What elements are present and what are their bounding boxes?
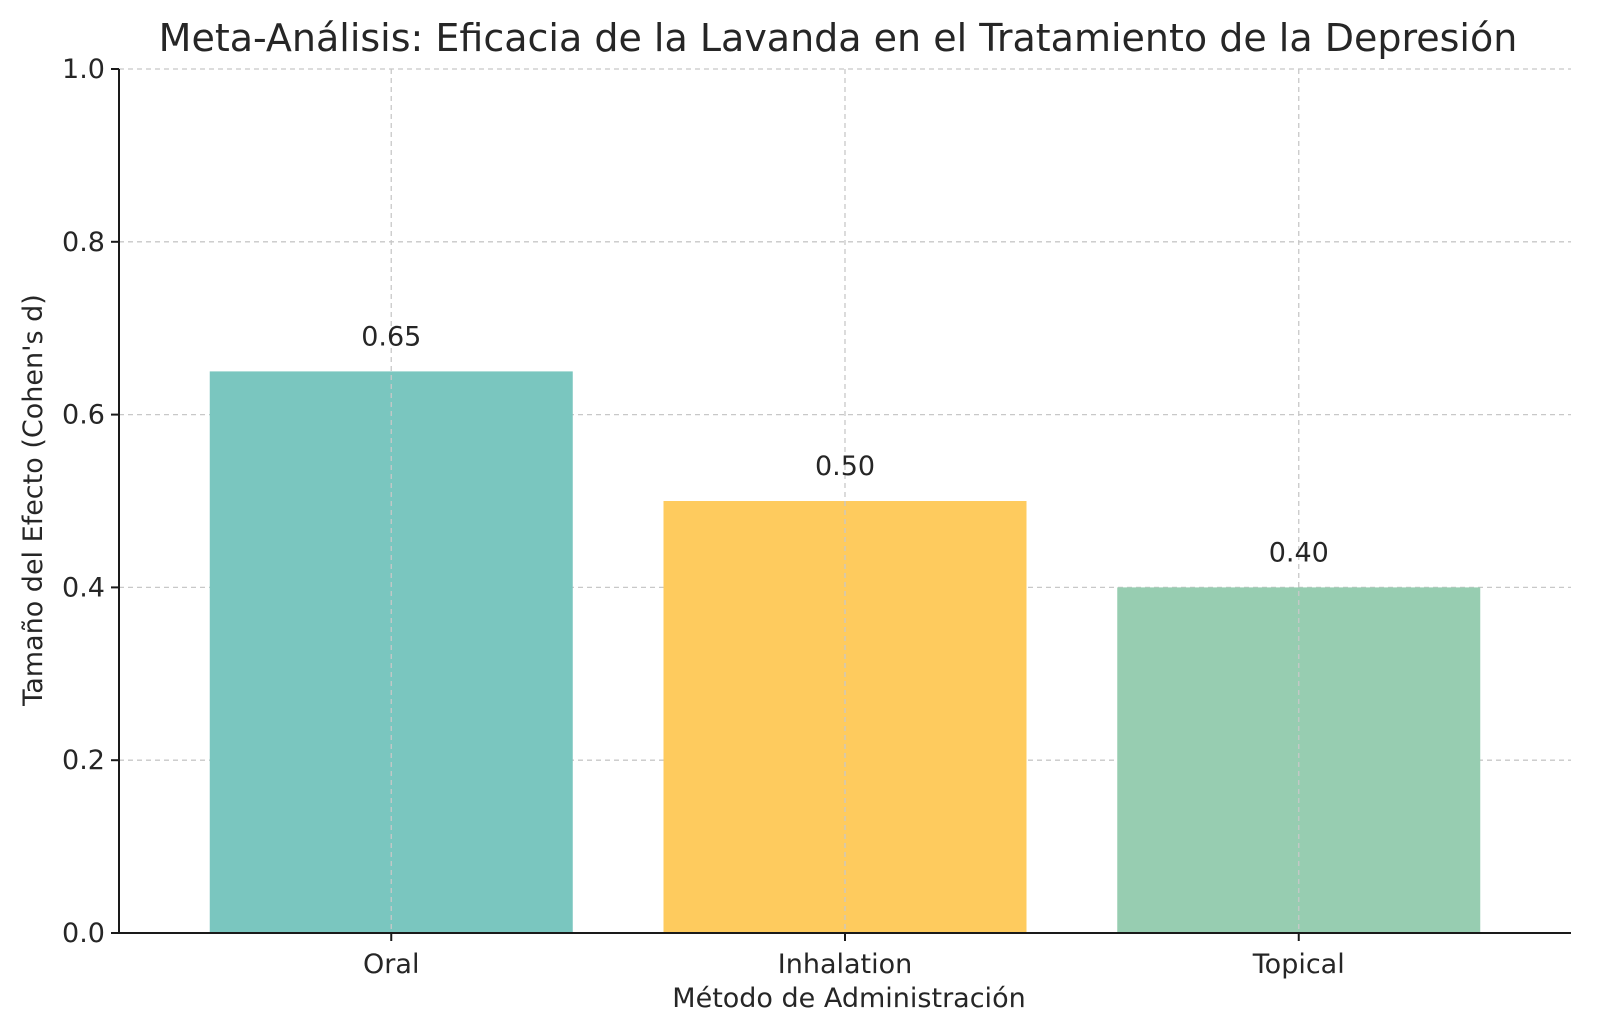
data-label: 0.50 <box>815 451 875 482</box>
x-tick-label: Oral <box>363 949 419 980</box>
y-tick-label: 1.0 <box>62 54 105 85</box>
data-label: 0.65 <box>361 321 421 352</box>
x-tick-label: Topical <box>1252 949 1345 980</box>
y-tick-label: 0.0 <box>62 918 105 949</box>
x-axis-label: Método de Administración <box>672 983 1025 1014</box>
bar-oral <box>209 371 573 933</box>
y-tick-label: 0.8 <box>62 227 105 258</box>
chart-title: Meta-Análisis: Eficacia de la Lavanda en… <box>159 16 1518 60</box>
y-tick-label: 0.2 <box>62 745 105 776</box>
axis-layer: 0.0 0.2 0.4 0.6 0.8 1.0 Oral Inhalation Topical <box>62 54 1571 980</box>
y-tick-label: 0.4 <box>62 572 105 603</box>
data-label-layer: 0.65 0.50 0.40 <box>361 321 1329 568</box>
data-label: 0.40 <box>1269 537 1329 568</box>
y-tick-label: 0.6 <box>62 400 105 431</box>
x-tick-label: Inhalation <box>778 949 913 980</box>
y-axis-label: Tamaño del Efecto (Cohen's d) <box>18 294 49 707</box>
